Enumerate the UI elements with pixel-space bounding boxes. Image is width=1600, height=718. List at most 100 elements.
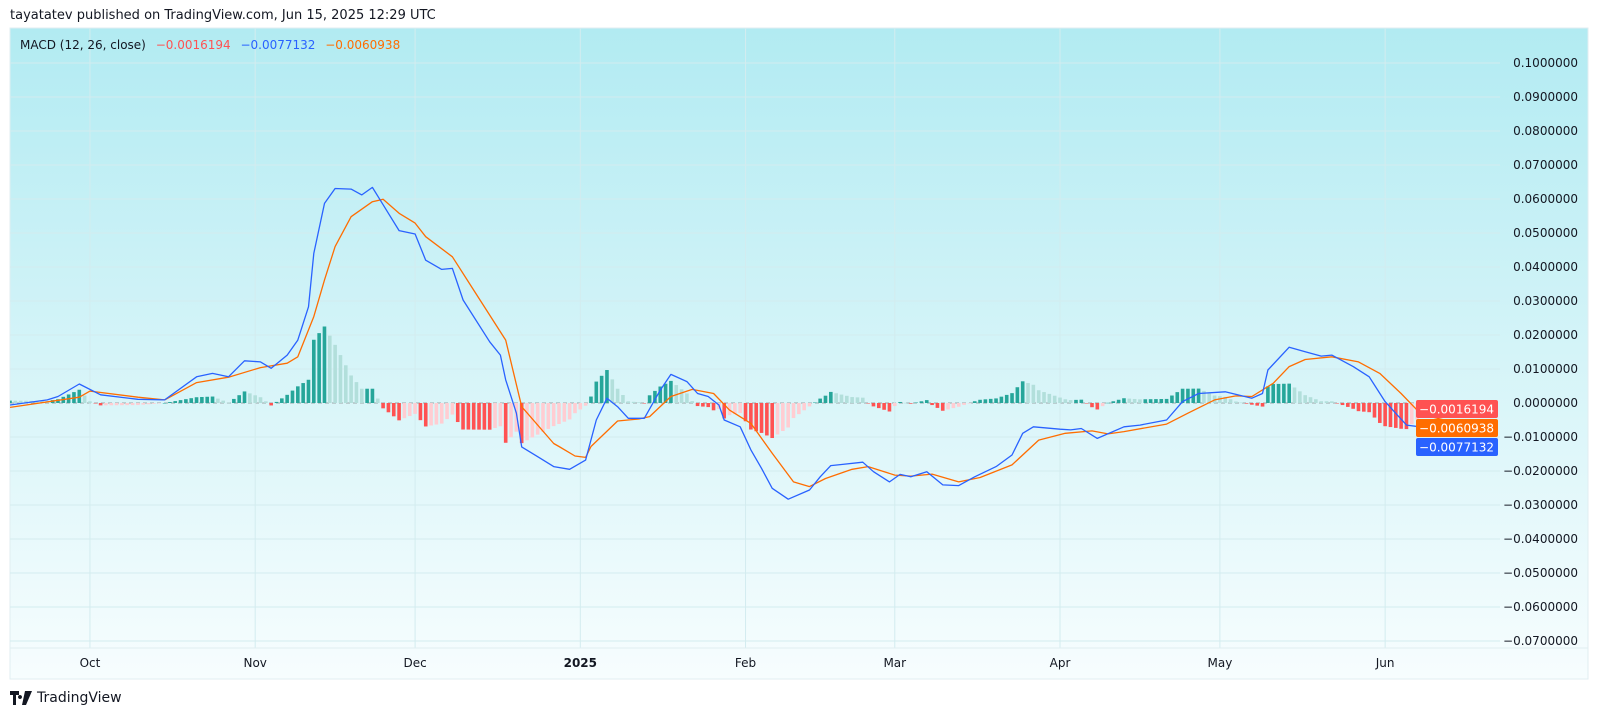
histogram-bar (1148, 399, 1153, 403)
histogram-bar (1287, 383, 1291, 403)
histogram-bar (1202, 390, 1206, 403)
histogram-bar (1074, 399, 1078, 403)
indicator-legend[interactable]: MACD (12, 26, close) −0.0016194 −0.00771… (20, 38, 406, 52)
histogram-bar (1180, 388, 1185, 403)
histogram-bar (775, 403, 780, 435)
x-tick-label: Oct (80, 656, 101, 670)
histogram-bar (781, 403, 785, 431)
histogram-bar (647, 395, 652, 403)
histogram-bar (658, 386, 663, 403)
histogram-bar (82, 395, 87, 403)
histogram-bar (530, 403, 535, 438)
histogram-bar (823, 395, 828, 403)
histogram-bar (1068, 400, 1073, 403)
histogram-bar (1308, 397, 1313, 403)
x-tick-label: Dec (403, 656, 426, 670)
histogram-price-label: −0.0016194 (1416, 400, 1498, 418)
histogram-bar (1234, 401, 1238, 403)
y-tick-label: 0.0200000 (1513, 328, 1578, 342)
histogram-bar (919, 401, 924, 403)
histogram-bar (397, 403, 401, 421)
histogram-bar (653, 390, 657, 403)
histogram-bar (296, 386, 300, 403)
histogram-bar (695, 403, 700, 407)
histogram-bar (701, 403, 705, 407)
histogram-bar (413, 403, 417, 414)
histogram-bar (999, 396, 1004, 403)
tradingview-logo-icon (10, 691, 32, 705)
histogram-bar (232, 398, 236, 403)
histogram-bar (423, 403, 428, 427)
histogram-bar (599, 375, 604, 403)
histogram-bar (152, 403, 156, 404)
histogram-bar (1186, 388, 1190, 403)
histogram-bar (130, 403, 135, 406)
histogram-bar (594, 381, 599, 403)
histogram-bar (903, 402, 908, 404)
y-tick-label: −0.0500000 (1503, 566, 1578, 580)
price-axis[interactable]: 0.1000000 0.0900000 0.0800000 0.0700000 0.06… (1503, 56, 1578, 648)
y-tick-label: 0.0800000 (1513, 124, 1578, 138)
y-tick-label: 0.0400000 (1513, 260, 1578, 274)
histogram-bar (578, 403, 583, 410)
histogram-bar (988, 398, 993, 403)
histogram-bar (370, 388, 375, 403)
histogram-bar (637, 402, 641, 403)
histogram-bar (194, 397, 199, 403)
histogram-bar (978, 399, 982, 403)
histogram-bar (994, 398, 998, 403)
indicator-name[interactable]: MACD (12, 26, close) (20, 38, 146, 52)
time-axis[interactable]: Oct Nov Dec 2025 Feb Mar Apr May Jun (10, 647, 1588, 670)
histogram-bar (562, 403, 567, 422)
y-tick-label: 0.0900000 (1513, 90, 1578, 104)
macd-value: −0.0077132 (240, 38, 316, 52)
histogram-bar (946, 403, 950, 410)
histogram-bar (1042, 392, 1046, 403)
tradingview-logo[interactable]: TradingView (10, 690, 122, 706)
histogram-bar (855, 397, 860, 403)
x-tick-label: Feb (735, 656, 756, 670)
histogram-bar (120, 403, 124, 406)
histogram-bar (141, 403, 146, 405)
histogram-bar (1175, 392, 1180, 403)
histogram-bar (226, 402, 231, 404)
histogram-bar (210, 396, 215, 403)
histogram-bar (1106, 402, 1110, 404)
histogram-bar (765, 403, 769, 436)
histogram-bar (956, 403, 961, 407)
histogram-bar (711, 403, 716, 411)
histogram-bar (487, 403, 492, 430)
histogram-bar (1058, 397, 1062, 403)
publisher-header: tayatatev published on TradingView.com, … (10, 8, 436, 23)
histogram-bar (514, 403, 519, 432)
histogram-bar (1228, 399, 1233, 403)
histogram-bar (391, 403, 396, 417)
x-tick-label: May (1208, 656, 1233, 670)
histogram-bar (1378, 403, 1382, 423)
y-tick-label: 0.0700000 (1513, 158, 1578, 172)
histogram-bar (940, 403, 945, 411)
histogram-bar (887, 403, 892, 412)
histogram-bar (685, 393, 689, 403)
histogram-bar (1004, 394, 1009, 403)
histogram-bar (1207, 393, 1212, 403)
histogram-bar (882, 403, 886, 410)
chart-background (9, 27, 1589, 680)
histogram-bar (818, 398, 822, 403)
histogram-bar (290, 390, 295, 403)
histogram-bar (264, 401, 268, 403)
histogram-bar (1095, 403, 1100, 410)
histogram-bar (328, 335, 332, 403)
histogram-bar (541, 403, 545, 432)
x-tick-label: Jun (1375, 656, 1395, 670)
histogram-bar (429, 403, 433, 426)
histogram-bar (445, 403, 449, 420)
histogram-bar (839, 394, 844, 403)
histogram-bar (461, 403, 465, 430)
histogram-bar (583, 403, 588, 406)
histogram-bar (706, 403, 711, 408)
histogram-bar (200, 396, 204, 403)
histogram-bar (1138, 399, 1142, 403)
histogram-bar (1223, 396, 1228, 403)
